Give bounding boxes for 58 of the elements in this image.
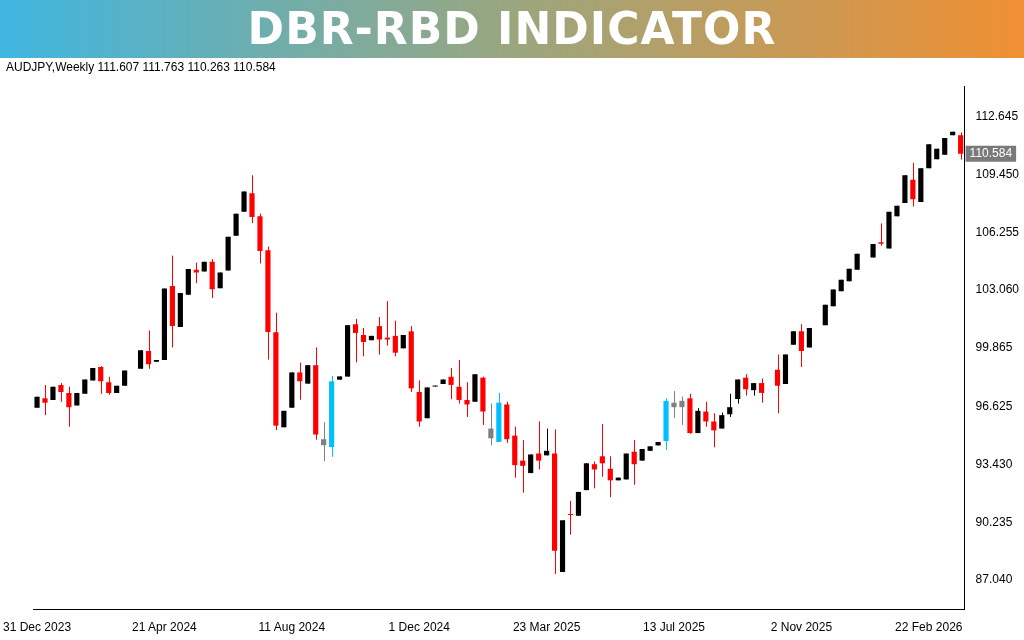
y-tick-label: 87.040 [975,572,1013,587]
candlestick [671,390,677,419]
x-tick-label: 13 Jul 2025 [642,620,706,635]
candlestick [98,365,104,395]
text: 110.584 [969,146,1013,161]
candlestick [910,162,916,208]
x-tick-label: 2 Nov 2025 [770,620,833,635]
candlestick [878,222,884,247]
candlestick [58,382,64,403]
y-tick-label: 106.255 [975,224,1020,239]
candlestick [958,131,964,161]
candlestick [448,367,454,400]
candlestick [567,500,574,536]
x-tick-label: 31 Dec 2023 [3,620,72,635]
candlestick [520,439,526,494]
candlestick [774,354,781,414]
candlestick [599,423,605,478]
y-tick-label: 90.235 [975,514,1013,529]
candlestick [695,407,701,434]
candlestick [456,359,462,405]
candlestick [727,393,733,418]
candlestick [352,318,359,363]
candlestick [42,384,48,416]
chart-title: DBR-RBD INDICATOR [0,0,1024,58]
y-tick-label: 99.865 [975,340,1013,355]
candlestick [591,461,597,489]
x-tick-label: 22 Feb 2026 [895,620,963,635]
candlestick [711,412,717,448]
candlestick [759,378,765,404]
candlestick [249,174,255,224]
x-tick-label: 21 Apr 2024 [132,620,198,635]
candlestick [536,421,542,470]
x-tick-label: 11 Aug 2024 [258,620,326,635]
candlestick [735,378,741,405]
candlestick [376,316,382,356]
chart-subtitle: AUDJPY,Weekly 111.607 111.763 110.263 110.584 [5,59,277,76]
y-tick-label: 93.430 [975,456,1013,471]
candlestick [631,439,637,486]
candlestick [679,396,685,426]
y-tick-label: 103.060 [975,282,1020,297]
candlestick [66,386,72,428]
candlestick [392,320,398,357]
y-tick-label: 96.625 [975,398,1013,413]
candlestick [145,329,152,370]
candlestick [360,327,367,357]
x-tick-label: 23 Mar 2025 [512,620,581,635]
candlestick [137,349,144,370]
candlestick [241,190,247,213]
candlestick [743,373,749,397]
candlestick [798,323,804,368]
candlestick [464,381,470,418]
y-tick-label: 112.645 [975,108,1019,123]
candlestick [321,421,327,462]
candlestick [297,362,303,401]
y-tick-label: 109.450 [975,166,1020,181]
candlestick [305,364,311,385]
candlestick [607,455,613,498]
x-tick-label: 1 Dec 2024 [388,620,451,635]
